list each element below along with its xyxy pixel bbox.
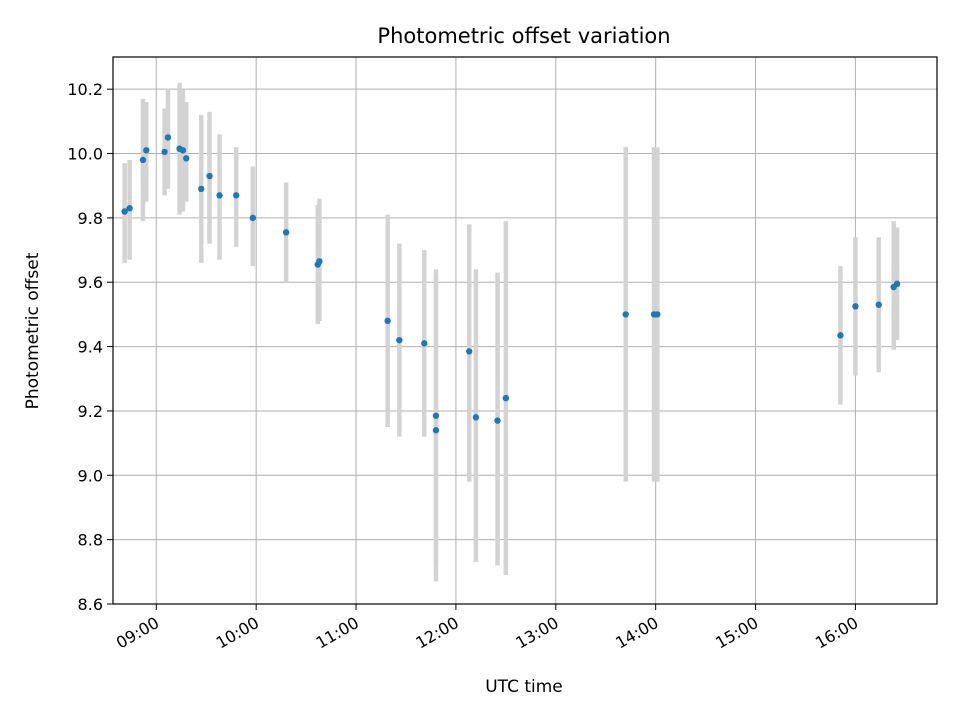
- data-point: [216, 192, 223, 199]
- data-point: [126, 205, 133, 212]
- data-point: [179, 147, 187, 154]
- data-point: [183, 155, 190, 162]
- y-tick-label: 9.0: [78, 466, 103, 485]
- data-point: [432, 412, 440, 419]
- y-tick-label: 9.2: [78, 402, 103, 421]
- y-tick-label: 8.6: [78, 595, 103, 614]
- data-points: [121, 134, 901, 434]
- y-tick-label: 9.8: [78, 209, 103, 228]
- data-point: [164, 134, 172, 141]
- chart-title: Photometric offset variation: [377, 24, 670, 48]
- data-point: [852, 303, 859, 310]
- data-point: [206, 172, 213, 180]
- y-axis-label: Photometric offset: [23, 252, 43, 409]
- y-tick-label: 9.4: [78, 338, 103, 357]
- data-point: [282, 229, 290, 236]
- data-point: [654, 311, 661, 318]
- data-point: [494, 417, 501, 424]
- y-tick-label: 8.8: [78, 531, 103, 550]
- data-point: [472, 414, 480, 421]
- data-point: [837, 332, 844, 339]
- data-point: [432, 427, 440, 434]
- data-point: [622, 311, 629, 318]
- data-point: [143, 147, 150, 154]
- data-point: [232, 192, 240, 199]
- data-point: [421, 340, 428, 347]
- data-point: [502, 394, 510, 402]
- data-point: [249, 214, 257, 222]
- data-point: [466, 348, 473, 355]
- data-point: [139, 156, 147, 164]
- data-point: [316, 258, 323, 265]
- data-point: [384, 317, 391, 325]
- plot-frame: [112, 56, 938, 605]
- y-tick-label: 9.6: [78, 273, 103, 292]
- data-point: [893, 280, 901, 288]
- data-point: [396, 336, 403, 344]
- data-point: [875, 301, 882, 308]
- y-tick-label: 10.2: [67, 80, 103, 99]
- data-point: [121, 208, 128, 215]
- y-tick-label: 10.0: [67, 145, 103, 164]
- x-axis-label: UTC time: [485, 677, 563, 697]
- data-point: [161, 148, 168, 156]
- data-point: [198, 185, 205, 193]
